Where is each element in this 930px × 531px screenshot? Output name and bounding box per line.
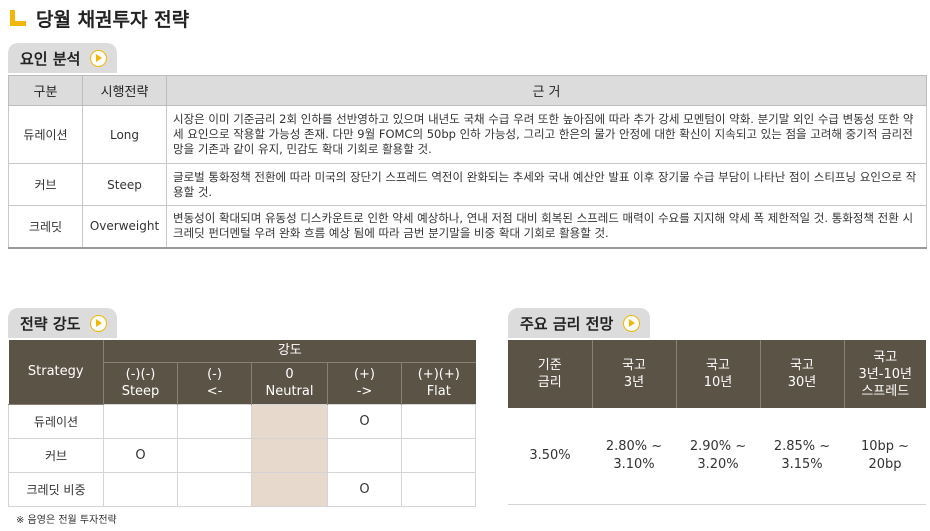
header-category: 구분 bbox=[8, 75, 83, 106]
mark-cell bbox=[251, 471, 328, 507]
mark-cell bbox=[400, 403, 477, 439]
header-ktb-spread: 국고 3년-10년 스프레드 bbox=[843, 340, 926, 408]
page-title: 당월 채권투자 전략 bbox=[36, 8, 190, 31]
row-reason: 시장은 이미 기준금리 2회 인하를 선반영하고 있으며 내년도 국채 수급 우… bbox=[166, 105, 927, 164]
header-col-steep: (-)(-) Steep bbox=[103, 362, 178, 404]
factor-analysis-tab-label: 요인 분석 bbox=[20, 49, 81, 68]
value-ktb-10y: 2.90% ~3.20% bbox=[676, 408, 760, 505]
strategy-strength-tab[interactable]: 전략 강도 bbox=[8, 308, 118, 338]
header-col-plus: (+) -> bbox=[327, 362, 402, 404]
mark-cell: O bbox=[103, 437, 178, 473]
row-category: 듀레이션 bbox=[8, 105, 83, 164]
play-icon bbox=[90, 49, 108, 67]
row-label: 크레딧 비중 bbox=[8, 471, 104, 507]
value-ktb-spread: 10bp ~20bp bbox=[844, 408, 926, 505]
mark-cell bbox=[103, 471, 178, 507]
header-strategy: 시행전략 bbox=[82, 75, 167, 106]
value-base-rate: 3.50% bbox=[508, 408, 592, 505]
rate-outlook-tab-label: 주요 금리 전망 bbox=[520, 314, 614, 333]
mark-cell bbox=[177, 471, 252, 507]
rate-outlook-table: 기준 금리 국고 3년 국고 10년 국고 30년 국고 3년-10년 스프레드 3.50%… bbox=[508, 340, 926, 505]
header-ktb-10y: 국고 10년 bbox=[675, 340, 760, 408]
header-col-neutral: 0 Neutral bbox=[251, 362, 328, 404]
table-row: 듀레이션 Long 시장은 이미 기준금리 2회 인하를 선반영하고 있으며 내… bbox=[8, 105, 927, 164]
value-ktb-30y: 2.85% ~3.15% bbox=[760, 408, 844, 505]
table-row: 듀레이션 O bbox=[8, 403, 477, 439]
strategy-strength-table: Strategy 강도 (-)(-) Steep (-) <- 0 Neutral (… bbox=[8, 340, 477, 507]
mark-cell bbox=[103, 403, 178, 439]
row-strategy: Overweight bbox=[82, 205, 167, 249]
mark-cell: O bbox=[327, 471, 402, 507]
table-row: 커브 Steep 글로벌 통화정책 전환에 따라 미국의 장단기 스프레드 역전… bbox=[8, 163, 927, 206]
table-row: 크레딧 비중 O bbox=[8, 471, 477, 507]
play-icon bbox=[623, 314, 641, 332]
row-strategy: Steep bbox=[82, 163, 167, 206]
row-category: 커브 bbox=[8, 163, 83, 206]
table-row: 3.50% 2.80% ~3.10% 2.90% ~3.20% 2.85% ~3… bbox=[508, 408, 926, 505]
row-label: 듀레이션 bbox=[8, 403, 104, 439]
row-category: 크레딧 bbox=[8, 205, 83, 249]
mark-cell bbox=[177, 437, 252, 473]
mark-cell bbox=[327, 437, 402, 473]
header-strategy: Strategy bbox=[8, 340, 104, 405]
row-strategy: Long bbox=[82, 105, 167, 164]
mark-cell bbox=[400, 437, 477, 473]
mark-cell: O bbox=[327, 403, 402, 439]
footnote: ※ 음영은 전월 투자전략 bbox=[16, 515, 117, 526]
play-icon bbox=[90, 314, 108, 332]
table-row: 크레딧 Overweight 변동성이 확대되며 유동성 디스카운트로 인한 약… bbox=[8, 205, 927, 249]
header-reason: 근 거 bbox=[166, 75, 927, 106]
row-label: 커브 bbox=[8, 437, 104, 473]
header-strength: 강도 bbox=[102, 340, 476, 363]
section-mark-icon bbox=[8, 8, 28, 28]
mark-cell bbox=[400, 471, 477, 507]
row-reason: 글로벌 통화정책 전환에 따라 미국의 장단기 스프레드 역전이 완화되는 추세… bbox=[166, 163, 927, 206]
page-title-row: 당월 채권투자 전략 bbox=[8, 3, 189, 33]
header-col-minus: (-) <- bbox=[177, 362, 252, 404]
mark-cell bbox=[251, 403, 328, 439]
mark-cell bbox=[177, 403, 252, 439]
table-row: 커브 O bbox=[8, 437, 477, 473]
row-reason: 변동성이 확대되며 유동성 디스카운트로 인한 약세 예상하나, 연내 저점 대… bbox=[166, 205, 927, 249]
header-base-rate: 기준 금리 bbox=[508, 340, 592, 408]
factor-analysis-table: 구분 시행전략 근 거 듀레이션 Long 시장은 이미 기준금리 2회 인하를… bbox=[8, 75, 927, 249]
header-ktb-30y: 국고 30년 bbox=[759, 340, 844, 408]
factor-analysis-tab[interactable]: 요인 분석 bbox=[8, 43, 118, 73]
rate-outlook-tab[interactable]: 주요 금리 전망 bbox=[508, 308, 651, 338]
mark-cell bbox=[251, 437, 328, 473]
header-ktb-3y: 국고 3년 bbox=[591, 340, 676, 408]
strategy-strength-tab-label: 전략 강도 bbox=[20, 314, 81, 333]
value-ktb-3y: 2.80% ~3.10% bbox=[592, 408, 676, 505]
header-col-flat: (+)(+) Flat bbox=[400, 362, 476, 404]
